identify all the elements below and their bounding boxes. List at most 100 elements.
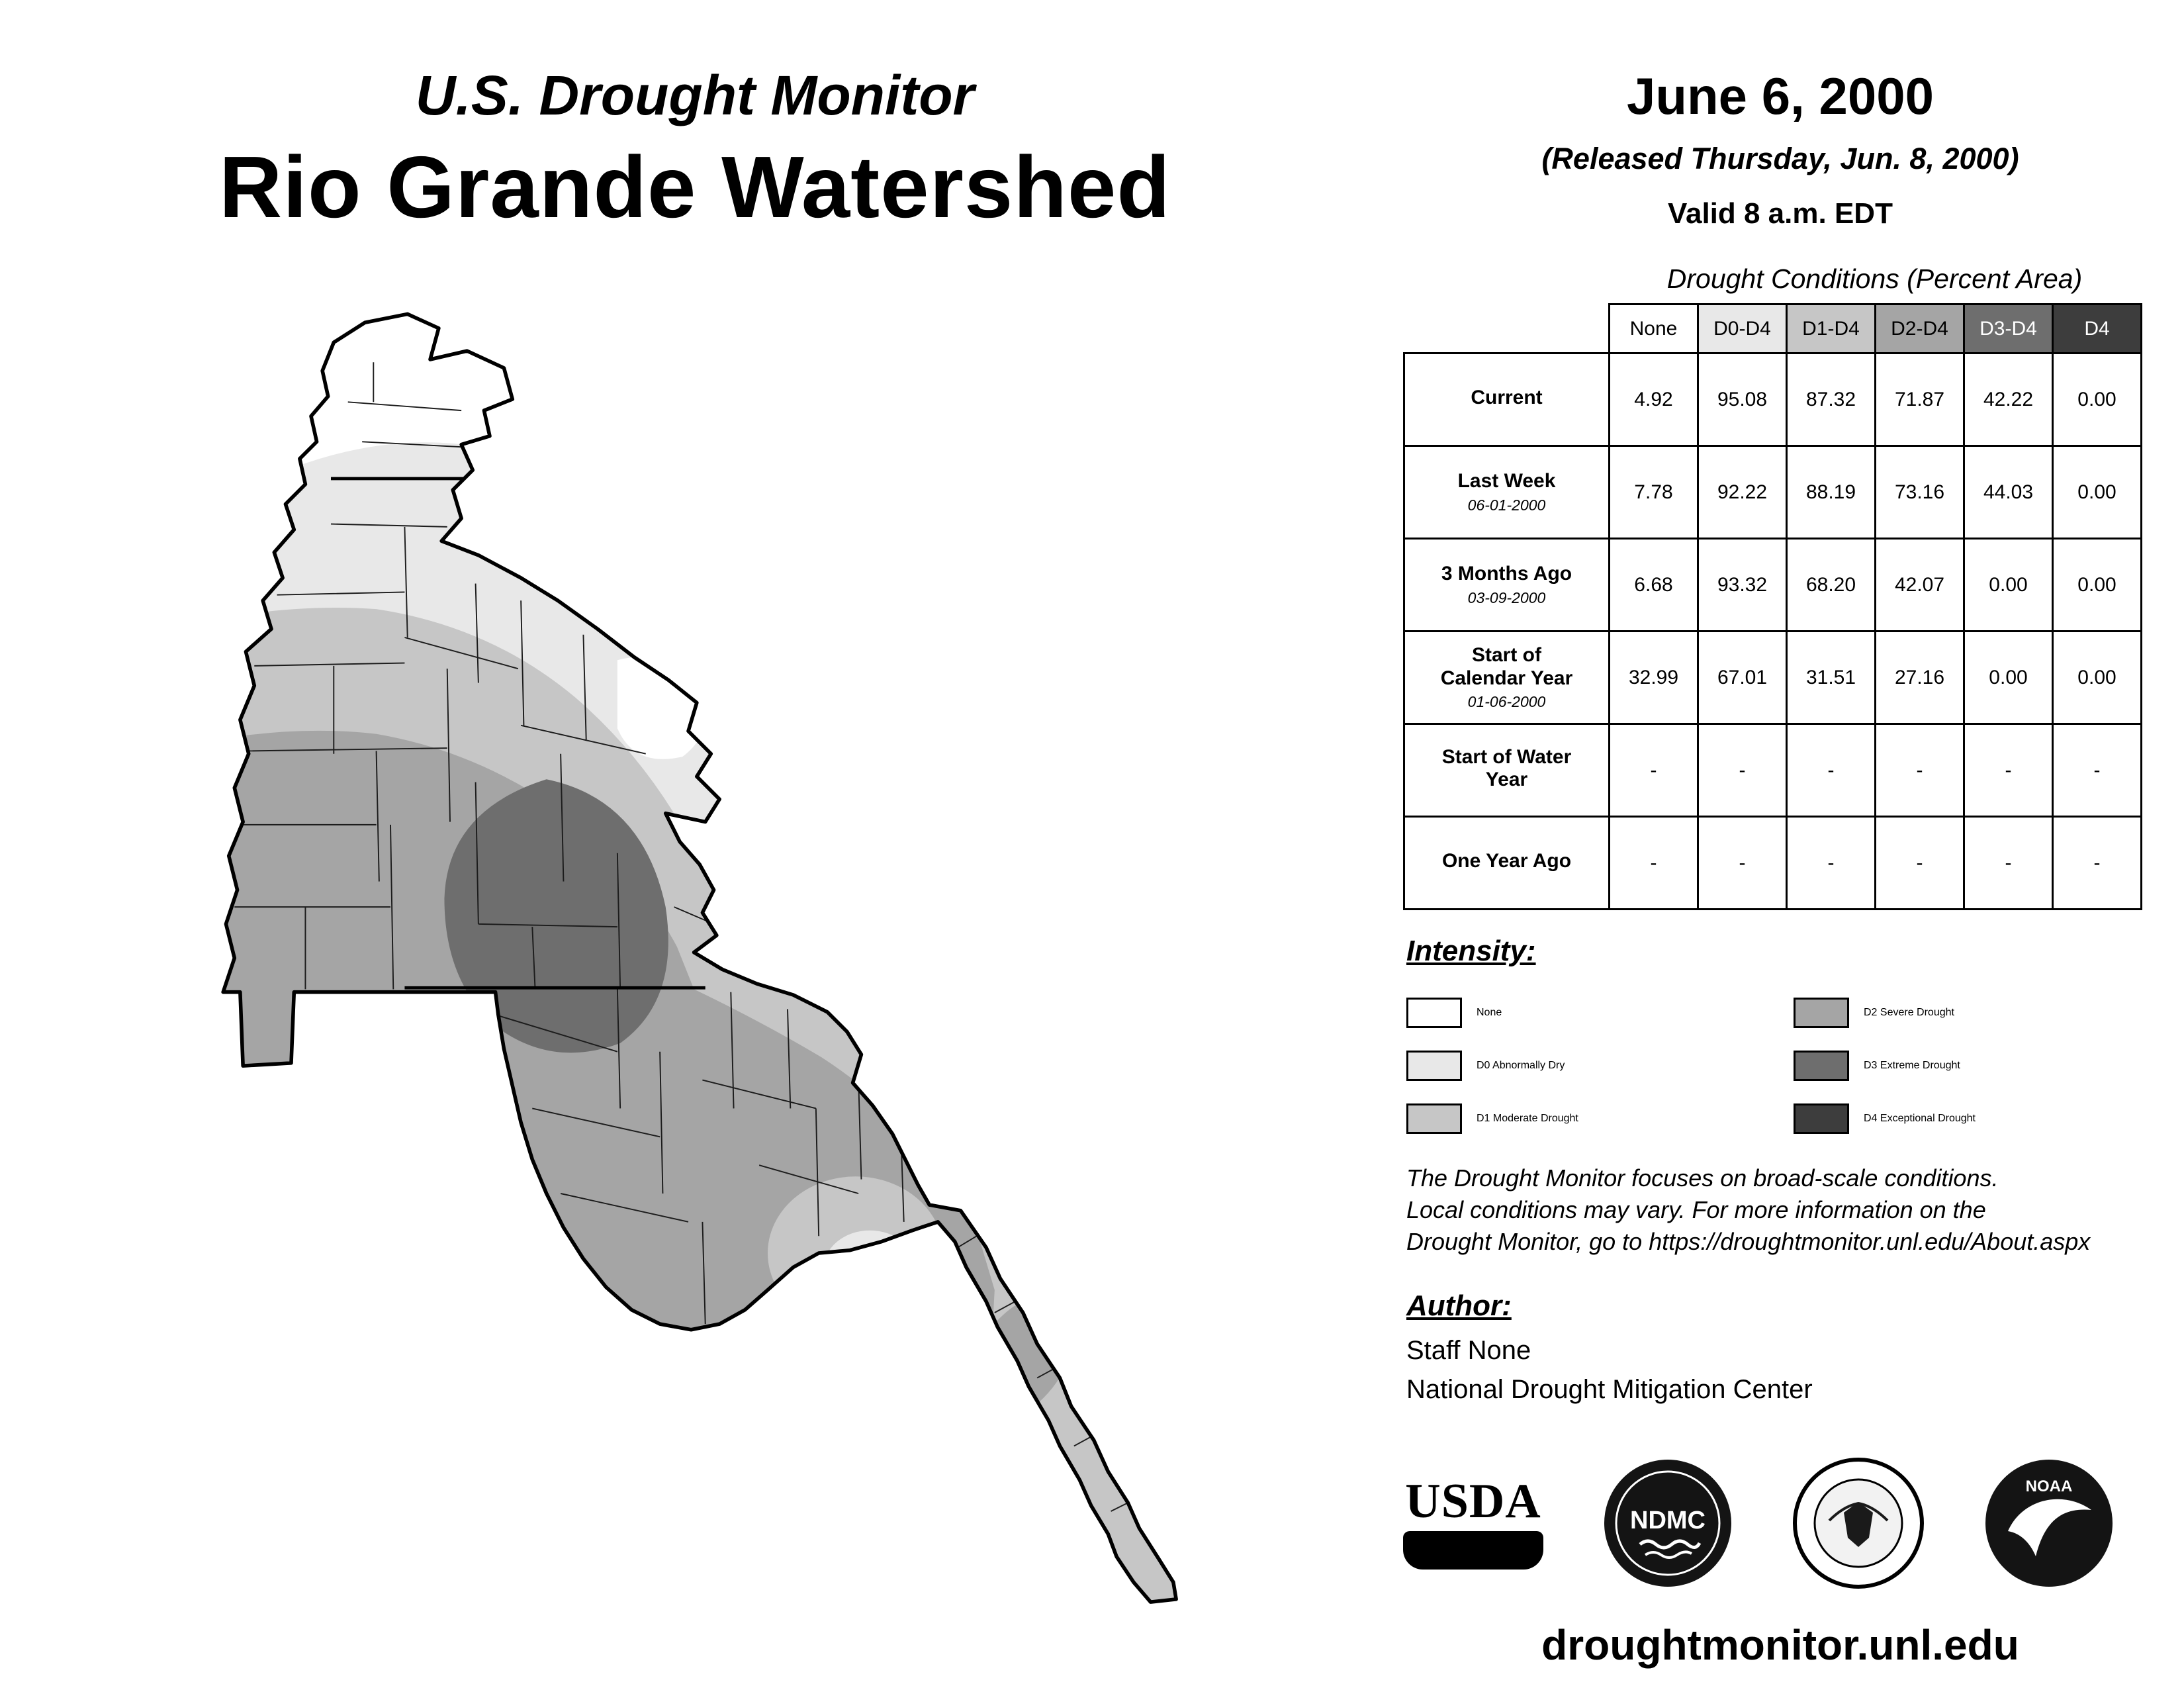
legend-item-d1: D1 Moderate Drought [1406, 1103, 1794, 1134]
legend-item-none: None [1406, 998, 1794, 1028]
d2-swatch [1794, 998, 1849, 1028]
ndmc-seal-icon: NDMC [1604, 1460, 1731, 1587]
legend-grid: None D0 Abnormally Dry D1 Moderate Droug… [1406, 986, 2184, 1145]
table-row: 3 Months Ago 03-09-2000 6.68 93.32 68.20… [1403, 538, 2142, 632]
table-value: 42.22 [1963, 352, 2054, 447]
col-header-d4: D4 [2052, 303, 2142, 354]
table-value: 68.20 [1786, 538, 1876, 632]
table-row: Current 4.92 95.08 87.32 71.87 42.22 0.0… [1403, 352, 2142, 447]
commerce-seal-icon [1793, 1458, 1924, 1589]
d4-swatch [1794, 1103, 1849, 1134]
watershed-map-container [192, 311, 1185, 1613]
table-row: Last Week 06-01-2000 7.78 92.22 88.19 73… [1403, 445, 2142, 539]
table-value: - [1608, 816, 1699, 910]
drought-conditions-table: None D0-D4 D1-D4 D2-D4 D3-D4 D4 Current … [1403, 303, 2142, 910]
table-value: - [1608, 723, 1699, 818]
table-value: 42.07 [1874, 538, 1965, 632]
col-header-d0-d4: D0-D4 [1697, 303, 1788, 354]
row-label: Start of Calendar Year [1440, 644, 1573, 689]
disclaimer-line: The Drought Monitor focuses on broad-sca… [1406, 1164, 1999, 1192]
table-value: 4.92 [1608, 352, 1699, 447]
table-value: 0.00 [1963, 630, 2054, 725]
table-value: - [1874, 816, 1965, 910]
table-value: - [1963, 816, 2054, 910]
map-date: June 6, 2000 [1627, 67, 1934, 125]
d0-swatch [1406, 1051, 1462, 1081]
legend-label: D0 Abnormally Dry [1477, 1060, 1565, 1071]
author-block: Author: Staff None National Drought Miti… [1406, 1289, 1813, 1405]
table-value: 67.01 [1697, 630, 1788, 725]
legend-item-d0: D0 Abnormally Dry [1406, 1051, 1794, 1081]
row-label: Start of Water Year [1441, 745, 1572, 791]
legend-item-d2: D2 Severe Drought [1794, 998, 2184, 1028]
col-header-d2-d4: D2-D4 [1874, 303, 1965, 354]
released-date: (Released Thursday, Jun. 8, 2000) [1541, 142, 2019, 175]
table-value: 92.22 [1697, 445, 1788, 539]
row-header-3-months-ago: 3 Months Ago 03-09-2000 [1403, 538, 1610, 632]
table-header-row: None D0-D4 D1-D4 D2-D4 D3-D4 D4 [1404, 303, 2142, 354]
left-title-block: U.S. Drought Monitor Rio Grande Watershe… [99, 64, 1291, 237]
map-none-patch [617, 656, 705, 759]
table-value: 27.16 [1874, 630, 1965, 725]
table-value: 31.51 [1786, 630, 1876, 725]
map-d3-region [444, 779, 668, 1053]
legend-label: D4 Exceptional Drought [1864, 1113, 1976, 1124]
noaa-logo-text: NOAA [2026, 1477, 2073, 1495]
row-label: Last Week [1457, 470, 1556, 492]
table-row: One Year Ago - - - - - - [1403, 816, 2142, 910]
table-value: 0.00 [2052, 538, 2142, 632]
legend-item-d4: D4 Exceptional Drought [1794, 1103, 2184, 1134]
table-value: 71.87 [1874, 352, 1965, 447]
table-value: 32.99 [1608, 630, 1699, 725]
ndmc-logo: NDMC [1602, 1457, 1734, 1589]
table-value: 93.32 [1697, 538, 1788, 632]
map-d1-patch [768, 1176, 944, 1330]
row-header-one-year-ago: One Year Ago [1403, 816, 1610, 910]
disclaimer-line: Drought Monitor, go to https://droughtmo… [1406, 1228, 2091, 1256]
usda-logo-text: USDA [1405, 1474, 1541, 1528]
valid-time: Valid 8 a.m. EDT [1668, 197, 1893, 230]
watershed-map [221, 312, 1178, 1604]
noaa-logo: NOAA [1983, 1457, 2115, 1589]
table-value: - [1786, 816, 1876, 910]
table-value: 0.00 [1963, 538, 2054, 632]
legend-title: Intensity: [1406, 935, 1536, 967]
table-value: 0.00 [2052, 445, 2142, 539]
none-swatch [1406, 998, 1462, 1028]
author-name: Staff None [1406, 1336, 1531, 1365]
table-value: - [1963, 723, 2054, 818]
author-org: National Drought Mitigation Center [1406, 1375, 1813, 1404]
table-value: - [1786, 723, 1876, 818]
row-header-last-week: Last Week 06-01-2000 [1403, 445, 1610, 539]
table-value: 87.32 [1786, 352, 1876, 447]
col-header-d1-d4: D1-D4 [1786, 303, 1876, 354]
table-value: 0.00 [2052, 352, 2142, 447]
table-value: 44.03 [1963, 445, 2054, 539]
table-value: 0.00 [2052, 630, 2142, 725]
col-header-d3-d4: D3-D4 [1963, 303, 2054, 354]
table-value: - [1697, 816, 1788, 910]
row-sublabel: 03-09-2000 [1467, 588, 1546, 606]
ndmc-logo-text: NDMC [1630, 1507, 1706, 1534]
map-state-lines [331, 477, 705, 990]
disclaimer-line: Local conditions may vary. For more info… [1406, 1196, 1986, 1224]
usda-logo: USDA [1403, 1477, 1543, 1570]
table-row: Start of Calendar Year 01-06-2000 32.99 … [1403, 630, 2142, 725]
eagle-shield-icon [1844, 1502, 1873, 1547]
legend-label: D3 Extreme Drought [1864, 1060, 1960, 1071]
map-d0-patch [823, 1230, 917, 1310]
table-row: Start of Water Year - - - - - - [1403, 723, 2142, 818]
table-value: 6.68 [1608, 538, 1699, 632]
logo-row: USDA NDMC NOAA [1403, 1451, 2115, 1595]
disclaimer-text: The Drought Monitor focuses on broad-sca… [1406, 1162, 2090, 1258]
row-header-start-calendar-year: Start of Calendar Year 01-06-2000 [1403, 630, 1610, 725]
col-header-none: None [1608, 303, 1699, 354]
legend-label: D1 Moderate Drought [1477, 1113, 1578, 1124]
table-value: - [1874, 723, 1965, 818]
row-label: 3 Months Ago [1441, 563, 1572, 585]
noaa-bird-icon [2008, 1499, 2091, 1556]
legend-label: None [1477, 1007, 1502, 1018]
row-label: One Year Ago [1441, 849, 1572, 872]
legend-label: D2 Severe Drought [1864, 1007, 1954, 1018]
row-sublabel: 01-06-2000 [1467, 693, 1546, 710]
